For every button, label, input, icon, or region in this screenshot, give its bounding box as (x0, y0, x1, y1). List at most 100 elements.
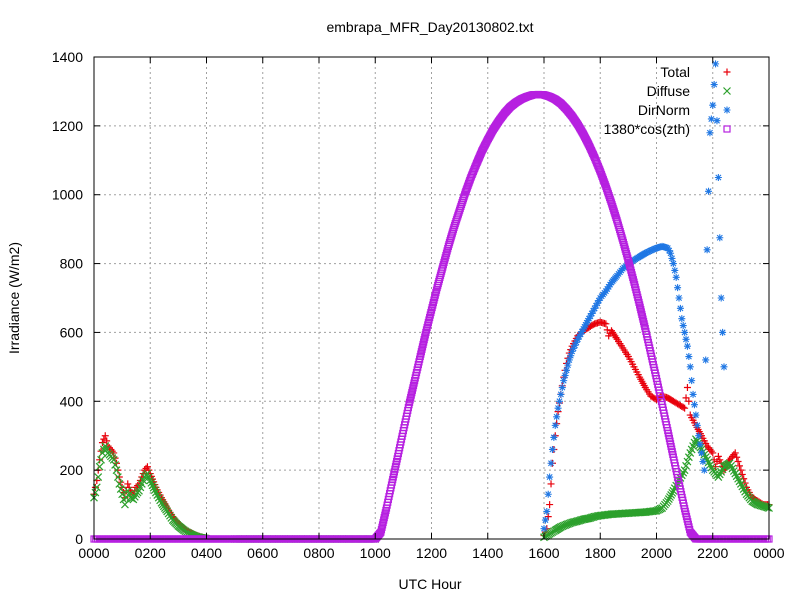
data-point-2 (688, 377, 696, 385)
data-point-2 (703, 246, 711, 254)
data-point-1 (763, 503, 772, 512)
data-point-2 (577, 330, 585, 338)
data-point-0 (735, 462, 743, 470)
x-tick-label: 1200 (416, 545, 447, 561)
data-point-0 (683, 384, 691, 392)
data-point-2 (668, 254, 676, 262)
legend-marker (723, 106, 731, 114)
legend-label: DirNorm (638, 102, 690, 118)
data-point-0 (681, 404, 689, 412)
data-point-3 (441, 254, 449, 262)
data-point-2 (582, 321, 590, 329)
data-point-2 (543, 507, 551, 515)
data-point-3 (619, 236, 627, 244)
data-point-2 (551, 421, 559, 429)
legend: Total Diffuse DirNorm 1380*cos(zth) (604, 64, 731, 137)
data-point-2 (671, 266, 679, 274)
data-point-0 (731, 449, 739, 457)
data-point-2 (557, 390, 565, 398)
legend-label: Total (660, 64, 690, 80)
data-point-2 (572, 338, 580, 346)
data-point-3 (440, 258, 448, 267)
data-point-2 (541, 516, 549, 524)
data-point-2 (574, 335, 582, 343)
legend-label: 1380*cos(zth) (604, 121, 690, 137)
legend-label: Diffuse (647, 83, 691, 99)
data-point-3 (622, 247, 630, 256)
data-point-1 (97, 455, 105, 464)
data-point-0 (547, 480, 555, 488)
data-point-1 (149, 483, 158, 492)
data-point-3 (460, 193, 468, 201)
data-point-0 (734, 458, 742, 466)
x-tick-label: 0800 (303, 545, 334, 561)
data-point-3 (439, 261, 447, 269)
data-point-2 (565, 356, 573, 364)
data-point-2 (560, 377, 568, 385)
data-point-2 (584, 317, 592, 325)
data-point-2 (679, 322, 687, 330)
data-point-2 (700, 466, 708, 474)
data-point-2 (672, 273, 680, 281)
data-point-3 (624, 254, 632, 262)
data-point-2 (592, 302, 600, 310)
data-point-0 (707, 447, 715, 455)
data-point-2 (675, 294, 683, 302)
x-axis-label: UTC Hour (398, 576, 461, 592)
x-tick-label: 0000 (78, 545, 109, 561)
data-point-1 (95, 462, 104, 471)
y-tick-label: 1200 (52, 118, 83, 134)
data-point-1 (113, 473, 122, 481)
data-point-3 (620, 241, 628, 249)
data-point-0 (96, 456, 104, 464)
data-point-2 (647, 246, 655, 254)
data-point-2 (561, 371, 569, 379)
data-point-3 (621, 243, 629, 251)
data-point-2 (682, 335, 690, 343)
data-point-2 (686, 363, 694, 371)
data-point-2 (689, 390, 697, 398)
data-point-2 (591, 304, 599, 312)
data-point-3 (442, 251, 450, 260)
data-point-3 (441, 256, 449, 264)
data-point-1 (148, 481, 157, 490)
data-point-2 (717, 294, 725, 302)
data-point-2 (693, 421, 701, 429)
data-point-0 (714, 452, 722, 460)
data-point-2 (550, 433, 558, 441)
data-point-1 (682, 461, 690, 470)
data-point-1 (663, 497, 672, 506)
data-point-2 (554, 404, 562, 412)
axis-ticks: 0000 0200 0400 0600 0800 1000 1200 1400 1600 1800… (52, 49, 785, 561)
data-point-2 (548, 445, 556, 453)
data-point-2 (714, 174, 722, 181)
data-point-2 (568, 347, 576, 355)
data-point-2 (712, 60, 720, 68)
data-point-3 (618, 234, 626, 242)
x-tick-label: 0400 (191, 545, 222, 561)
data-point-2 (669, 260, 677, 268)
data-point-1 (109, 455, 118, 464)
data-point-1 (651, 507, 660, 515)
data-point-2 (683, 342, 691, 350)
data-point-2 (698, 449, 705, 457)
data-point-0 (143, 463, 151, 471)
data-point-0 (115, 473, 123, 481)
data-point-2 (650, 245, 658, 253)
data-point-2 (578, 328, 586, 336)
data-point-2 (699, 458, 707, 466)
x-tick-label: 0200 (135, 545, 166, 561)
data-point-0 (91, 483, 99, 491)
x-tick-label: 1600 (528, 545, 559, 561)
data-point-1 (666, 493, 674, 501)
data-point-2 (664, 244, 672, 252)
data-point-2 (586, 312, 594, 320)
data-point-2 (575, 333, 583, 341)
data-point-2 (678, 315, 686, 323)
data-point-2 (665, 247, 673, 255)
data-point-2 (555, 397, 563, 405)
data-point-3 (622, 250, 631, 258)
data-point-2 (667, 249, 675, 257)
